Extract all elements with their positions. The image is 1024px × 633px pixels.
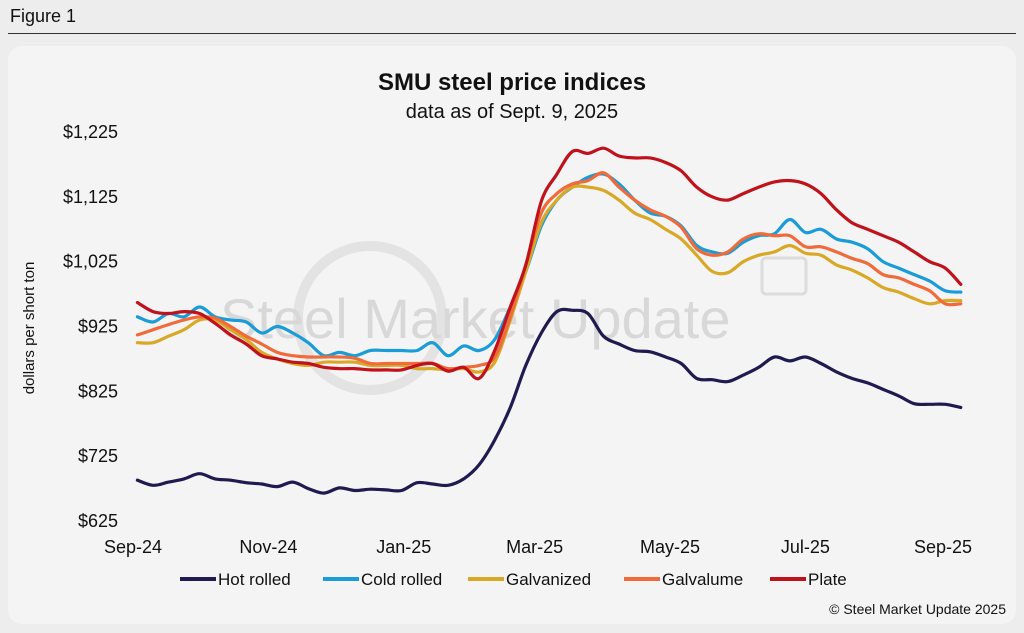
x-tick-label: Nov-24 — [239, 537, 297, 557]
y-tick-label: $725 — [78, 446, 118, 466]
watermark: Steel Market Update — [220, 241, 808, 395]
chart-subtitle: data as of Sept. 9, 2025 — [406, 101, 618, 123]
figure-label: Figure 1 — [10, 6, 77, 26]
legend-label-galvalume: Galvalume — [662, 570, 743, 589]
y-tick-label: $925 — [78, 317, 118, 337]
legend-label-hot-rolled: Hot rolled — [218, 570, 291, 589]
series-line-hot-rolled — [135, 307, 963, 495]
x-tick-labels: Sep-24 Nov-24 Jan-25 Mar-25 May-25 Jul-25 Sep-… — [104, 537, 972, 557]
chart-panel — [8, 46, 1016, 624]
x-tick-label: Jul-25 — [781, 537, 830, 557]
y-tick-label: $825 — [78, 381, 118, 401]
y-tick-labels: $625 $725 $825 $925 $1,025 $1,125 $1,225 — [63, 122, 118, 531]
series-lines — [135, 146, 963, 495]
watermark-globe-icon — [293, 241, 447, 395]
y-tick-label: $1,225 — [63, 122, 118, 142]
copyright-text: © Steel Market Update 2025 — [829, 601, 1006, 617]
y-tick-label: $1,125 — [63, 187, 118, 207]
legend-label-cold-rolled: Cold rolled — [361, 570, 442, 589]
x-tick-label: Mar-25 — [506, 537, 563, 557]
legend-label-plate: Plate — [808, 570, 847, 589]
series-line-galvalume — [135, 171, 963, 371]
watermark-cru-logo-icon — [760, 256, 808, 296]
watermark-text: Steel Market Update — [220, 287, 730, 350]
x-tick-label: May-25 — [640, 537, 700, 557]
legend-label-galvanized: Galvanized — [506, 570, 591, 589]
series-line-plate — [135, 146, 963, 381]
x-tick-label: Sep-24 — [104, 537, 162, 557]
x-tick-label: Sep-25 — [914, 537, 972, 557]
y-tick-label: $625 — [78, 511, 118, 531]
y-axis-label: dollars per short ton — [21, 262, 38, 395]
chart-title: SMU steel price indices — [378, 69, 646, 96]
x-tick-label: Jan-25 — [376, 537, 431, 557]
legend: Hot rolled Cold rolled Galvanized Galvalume… — [180, 570, 847, 589]
y-tick-label: $1,025 — [63, 252, 118, 272]
figure-divider — [8, 33, 1016, 34]
